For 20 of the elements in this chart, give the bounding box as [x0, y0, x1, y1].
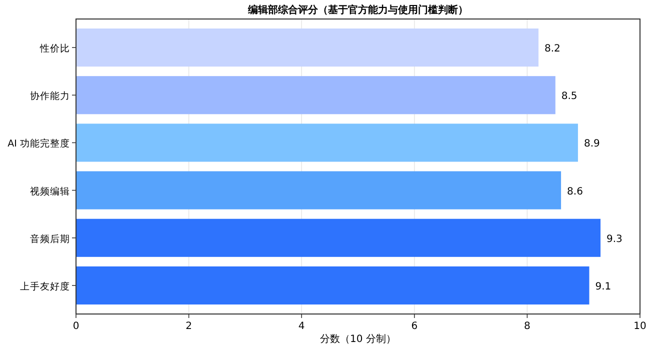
y-tick-label: AI 功能完整度: [8, 138, 70, 150]
data-label: 8.9: [584, 138, 600, 150]
data-label: 8.5: [561, 91, 578, 102]
x-tick-label: 2: [186, 321, 192, 332]
y-tick-label: 上手友好度: [20, 280, 70, 292]
x-tick-label: 0: [72, 321, 80, 332]
data-label: 9.1: [595, 281, 612, 292]
x-tick-label: 8: [524, 321, 530, 332]
chart-title: 编辑部综合评分（基于官方能力与使用门槛判断）: [247, 4, 468, 16]
y-tick-label: 协作能力: [30, 90, 70, 102]
data-label: 8.2: [544, 44, 560, 55]
data-label: 9.3: [606, 234, 622, 245]
data-label: 8.6: [567, 186, 583, 198]
x-axis-title: 分数（10 分制）: [320, 333, 396, 345]
x-tick-label: 10: [634, 321, 646, 332]
y-tick-label: 性价比: [39, 42, 70, 55]
x-tick-label: 4: [298, 321, 305, 332]
x-tick-label: 6: [411, 321, 418, 332]
y-tick-label: 视频编辑: [30, 185, 70, 198]
y-tick-label: 音频后期: [30, 232, 70, 245]
